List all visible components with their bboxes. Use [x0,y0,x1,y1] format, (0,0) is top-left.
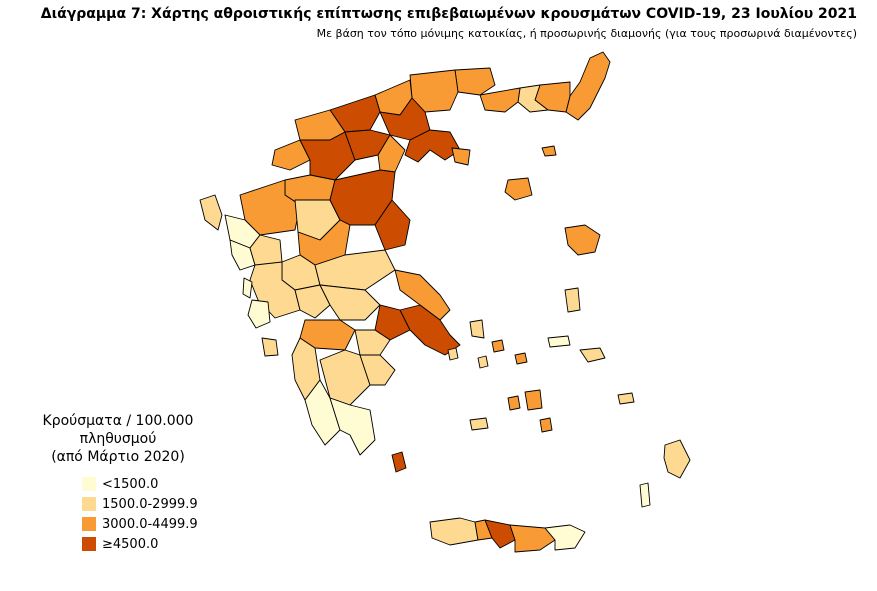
legend-swatch-1500-2999 [82,497,96,511]
region-evia [394,269,451,321]
region-kerkyra [199,194,223,231]
region-kea [447,347,459,361]
region-pieria [377,134,406,173]
legend-label-gte4500: ≥4500.0 [102,536,159,552]
legend-item-gte4500: ≥4500.0 [82,534,248,554]
region-attiki-east [399,304,461,356]
region-karpathos [639,482,651,508]
region-ikaria [547,335,571,348]
region-samos [579,347,606,363]
region-chalkidiki [404,129,461,163]
legend-item-lt1500: <1500.0 [82,474,248,494]
region-kozani [299,131,356,181]
region-lakonia [329,397,376,456]
region-argolida [359,354,396,386]
legend-title-line2: (από Μάρτιο 2020) [51,449,185,465]
legend-swatch-gte4500 [82,537,96,551]
region-lasithi-east [544,524,586,551]
region-kythira [391,451,407,473]
legend-title-line1: Κρούσματα / 100.000 πληθυσμού [42,413,194,447]
legend-items: <1500.0 1500.0-2999.9 3000.0-4499.9 ≥450… [82,474,248,554]
region-chania [429,517,479,546]
region-syros [477,355,489,369]
region-mykonos [514,352,528,365]
legend-label-lt1500: <1500.0 [102,476,159,492]
region-thira [539,417,553,433]
region-magnesia [374,199,411,251]
region-samothraki [541,145,557,157]
region-chios [564,287,581,313]
region-tinos [491,339,505,353]
region-andros [469,319,485,339]
legend-label-3000-4499: 3000.0-4499.9 [102,516,198,532]
region-evros [565,51,611,121]
region-attiki-west [374,304,411,341]
region-rodos [663,439,691,479]
region-lesvos [564,224,601,256]
region-lefkada [242,277,253,299]
map-legend: Κρούσματα / 100.000 πληθυσμού (από Μάρτι… [18,412,248,554]
region-milos [469,417,489,431]
region-thasos [451,147,471,166]
region-kastoria [271,139,311,171]
region-kefallinia [247,299,271,329]
region-kos [617,392,635,405]
region-naxos [524,389,543,411]
chart-title: Διάγραμμα 7: Χάρτης αθροιστικής επίπτωση… [40,6,857,22]
legend-title: Κρούσματα / 100.000 πληθυσμού (από Μάρτι… [18,412,218,466]
region-irakleio [484,519,516,549]
legend-item-3000-4499: 3000.0-4499.9 [82,514,248,534]
legend-item-1500-2999: 1500.0-2999.9 [82,494,248,514]
region-paros [507,395,521,411]
legend-swatch-lt1500 [82,477,96,491]
region-zakynthos [261,337,279,357]
legend-label-1500-2999: 1500.0-2999.9 [102,496,198,512]
chart-subtitle: Με βάση τον τόπο μόνιμης κατοικίας, ή πρ… [316,27,857,40]
legend-swatch-3000-4499 [82,517,96,531]
region-drama [454,67,496,96]
region-preveza [229,239,256,271]
region-voiotia [319,284,381,321]
region-korinthia [354,329,391,356]
region-limnos [504,177,533,201]
region-thessaloniki [379,97,431,141]
region-kavala [479,87,521,113]
